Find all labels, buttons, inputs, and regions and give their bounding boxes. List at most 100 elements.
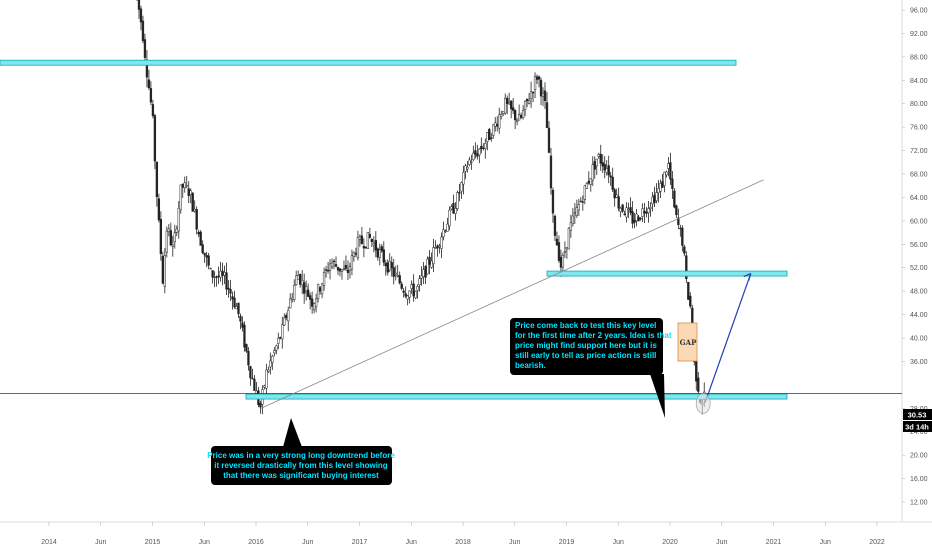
candle-body — [277, 337, 280, 344]
candle-body — [531, 91, 535, 94]
candle-body — [422, 269, 425, 277]
candle-body — [641, 208, 644, 217]
highlight-circle[interactable] — [695, 393, 711, 414]
candle-body — [287, 309, 290, 322]
candle-body — [225, 272, 228, 290]
support-resistance-zones[interactable] — [0, 59, 902, 400]
candle-body — [358, 236, 362, 240]
time-tick-label: Jun — [95, 539, 106, 546]
candle-body — [157, 198, 161, 221]
candle-body — [263, 385, 266, 388]
candle-body — [655, 192, 658, 201]
candle-body — [151, 104, 155, 117]
candle-body — [181, 184, 184, 188]
current-price-tag[interactable]: 30.53 3d 14h — [903, 409, 932, 432]
candle-body — [681, 227, 684, 246]
candle-body — [412, 283, 415, 297]
candle-body — [563, 251, 567, 253]
candle-body — [428, 256, 431, 265]
candle-body — [364, 246, 368, 249]
candle-body — [211, 270, 214, 278]
candle-body — [301, 279, 304, 286]
candlestick-series — [136, 0, 706, 415]
chart-drawings[interactable] — [261, 179, 764, 414]
candle-body — [611, 176, 614, 190]
candle-body — [205, 255, 208, 258]
time-tick-label: 2017 — [352, 539, 368, 546]
note-left-box — [211, 446, 392, 485]
candle-body — [517, 114, 521, 121]
candle-body — [374, 240, 377, 251]
note-right-line: price might find support here but it is — [515, 341, 657, 350]
candle-body — [366, 232, 370, 249]
candle-body — [569, 222, 573, 231]
candle-body — [320, 283, 324, 295]
gap-marker[interactable]: GAP — [677, 322, 698, 362]
candle-body — [416, 286, 419, 291]
candle-body — [293, 285, 296, 300]
price-axis[interactable]: 96.00 92.00 88.00 84.00 80.00 76.00 72.00 68.00… — [902, 8, 928, 507]
candle-body — [227, 287, 230, 290]
note-left-callout[interactable]: Price was in a very strong long downtren… — [207, 418, 395, 485]
candle-body — [450, 206, 453, 210]
candle-body — [275, 345, 278, 351]
candle-body — [593, 161, 596, 170]
time-tick-label: Jun — [199, 539, 210, 546]
candle-body — [466, 166, 469, 170]
time-tick-label: Jun — [406, 539, 417, 546]
candle-body — [328, 263, 332, 271]
price-tick-label: 96.00 — [910, 8, 928, 15]
key-level-zone[interactable] — [546, 270, 788, 277]
candle-body — [617, 196, 620, 209]
candle-body — [635, 213, 638, 222]
note-left-pointer — [283, 418, 302, 447]
candle-body — [255, 390, 258, 394]
candle-body — [203, 252, 206, 256]
projection-arrow[interactable] — [704, 273, 752, 403]
time-tick-label: 2015 — [145, 539, 161, 546]
candle-body — [410, 284, 413, 289]
candle-body — [334, 264, 338, 267]
time-tick-label: Jun — [820, 539, 831, 546]
price-tick-label: 16.00 — [910, 476, 928, 483]
price-tick-label: 12.00 — [910, 500, 928, 507]
time-tick-label: 2021 — [766, 539, 782, 546]
candle-body — [139, 8, 143, 23]
candle-body — [533, 76, 537, 91]
note-right-pointer — [650, 374, 665, 418]
candle-body — [289, 298, 292, 309]
candle-body — [456, 192, 459, 209]
candle-body — [235, 306, 238, 310]
current-price-box — [903, 409, 932, 420]
candle-body — [585, 183, 588, 189]
candle-body — [613, 189, 616, 199]
candle-body — [380, 246, 383, 252]
time-axis[interactable]: 2014 Jun 2015 Jun 2016 Jun 2017 Jun 2018 Jun 2019 J… — [41, 522, 885, 546]
ascending-trendline[interactable] — [261, 179, 764, 409]
candle-body — [171, 244, 174, 247]
candle-body — [388, 260, 391, 271]
time-tick-label: 2016 — [248, 539, 264, 546]
candle-body — [490, 137, 493, 139]
candle-body — [535, 76, 539, 80]
note-right-callout[interactable]: Price come back to test this key level f… — [510, 318, 672, 418]
candle-body — [525, 98, 529, 102]
candle-body — [348, 266, 352, 271]
candle-body — [169, 230, 172, 246]
price-tick-label: 84.00 — [910, 78, 928, 85]
price-tick-label: 92.00 — [910, 31, 928, 38]
candle-body — [185, 185, 188, 187]
candle-body — [669, 162, 672, 180]
candle-body — [259, 402, 262, 408]
key-level-zone[interactable] — [0, 59, 737, 66]
current-price-value: 30.53 — [908, 411, 927, 420]
note-left-line: that there was significant buying intere… — [223, 471, 379, 480]
candle-body — [685, 255, 688, 280]
candle-body — [291, 297, 294, 300]
note-right-line: for the first time after 2 years. Idea i… — [515, 331, 672, 340]
candle-body — [354, 252, 358, 255]
key-level-zone[interactable] — [245, 393, 788, 400]
candle-body — [279, 337, 282, 339]
candle-body — [545, 102, 549, 129]
